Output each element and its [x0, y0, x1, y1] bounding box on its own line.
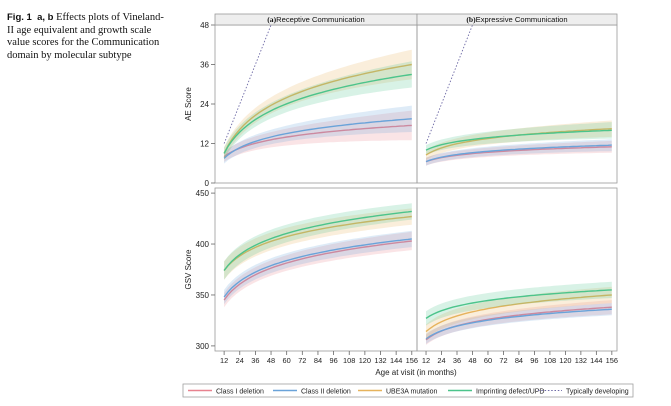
figure-caption-text: Effects plots of Vineland-II age equival…	[7, 12, 164, 61]
x-tick-label: 156	[406, 356, 418, 365]
panel-header	[416, 13, 618, 26]
confidence-band-imprinting-defect-upd	[224, 203, 412, 280]
confidence-band-class-i-deletion	[426, 300, 612, 345]
confidence-band-class-i-deletion	[224, 231, 412, 308]
x-axis-label: Age at visit (in months)	[375, 368, 457, 377]
x-tick-label: 36	[453, 356, 461, 365]
confidence-band-class-ii-deletion	[224, 105, 412, 164]
x-tick-label: 72	[499, 356, 507, 365]
legend-label-class-ii-deletion: Class II deletion	[301, 389, 351, 396]
x-tick-label: 108	[544, 356, 556, 365]
confidence-band-ube3a-mutation	[426, 286, 612, 339]
panel-title: (b)Expressive Communication	[466, 15, 567, 24]
y-tick-label: 0	[205, 179, 210, 188]
x-tick-label: 48	[267, 356, 275, 365]
x-tick-label: 84	[314, 356, 322, 365]
panel-letter: (a)	[267, 15, 276, 24]
x-tick-label: 24	[437, 356, 445, 365]
x-tick-label: 108	[343, 356, 355, 365]
confidence-band-class-ii-deletion	[224, 230, 412, 305]
x-tick-label: 72	[298, 356, 306, 365]
y-tick-label: 300	[196, 342, 210, 351]
confidence-band-ube3a-mutation	[426, 120, 612, 160]
x-tick-label: 12	[422, 356, 430, 365]
confidence-band-imprinting-defect-upd	[426, 122, 612, 155]
x-tick-label: 12	[220, 356, 228, 365]
panel-letter: (b)	[466, 15, 476, 24]
series-line-class-ii-deletion	[223, 238, 412, 298]
y-tick-label: 36	[200, 61, 209, 70]
legend-label-ube3a-mutation: UBE3A mutation	[386, 389, 437, 396]
y-tick-label: 350	[196, 291, 210, 300]
x-tick-label: 96	[329, 356, 337, 365]
panel-frame	[416, 187, 618, 352]
x-tick-label: 156	[606, 356, 618, 365]
x-tick-label: 96	[530, 356, 538, 365]
panel-title-text: Expressive Communication	[476, 15, 568, 24]
series-line-imprinting-defect-upd	[223, 210, 412, 271]
y-tick-label: 12	[200, 140, 209, 149]
legend-label-imprinting-defect-upd: Imprinting defect/UPD	[476, 389, 544, 396]
figure-parts: a, b	[37, 12, 54, 23]
confidence-band-ube3a-mutation	[224, 49, 412, 160]
figure-caption: Fig. 1 a, b Effects plots of Vineland-II…	[7, 12, 167, 62]
y-tick-label: 24	[200, 100, 209, 109]
x-tick-label: 24	[236, 356, 244, 365]
confidence-band-class-ii-deletion	[426, 303, 612, 344]
x-tick-label: 144	[590, 356, 602, 365]
series-line-class-i-deletion	[223, 124, 412, 158]
series-line-imprinting-defect-upd	[425, 129, 612, 151]
x-tick-label: 84	[515, 356, 523, 365]
x-tick-label: 144	[390, 356, 402, 365]
panel-title: (a)Receptive Communication	[267, 15, 365, 24]
x-tick-label: 36	[251, 356, 259, 365]
y-tick-label: 400	[196, 240, 210, 249]
x-tick-label: 60	[283, 356, 291, 365]
x-tick-label: 120	[359, 356, 371, 365]
y-axis-label: GSV Score	[184, 249, 193, 290]
panel-frame	[214, 24, 418, 184]
series-line-ube3a-mutation	[425, 294, 612, 333]
legend-label-class-i-deletion: Class I deletion	[216, 389, 264, 396]
confidence-band-imprinting-defect-upd	[224, 61, 412, 160]
y-tick-label: 48	[200, 21, 209, 30]
figure-label: Fig. 1	[7, 12, 32, 23]
x-tick-label: 132	[575, 356, 587, 365]
legend-label-typically-developing: Typically developing	[566, 389, 629, 396]
x-tick-label: 120	[559, 356, 571, 365]
series-line-ube3a-mutation	[223, 63, 412, 154]
series-line-class-ii-deletion	[425, 144, 612, 163]
x-tick-label: 132	[374, 356, 386, 365]
series-line-class-ii-deletion	[223, 118, 412, 159]
confidence-band-class-ii-deletion	[426, 139, 612, 166]
y-tick-label: 450	[196, 189, 210, 198]
y-axis-label: AE Score	[184, 87, 193, 121]
x-tick-label: 48	[468, 356, 476, 365]
reference-line-typically-developing	[223, 25, 272, 144]
legend-box	[182, 383, 634, 398]
series-line-class-i-deletion	[223, 240, 412, 301]
panel-title-text: Receptive Communication	[276, 15, 365, 24]
series-line-imprinting-defect-upd	[425, 289, 612, 319]
x-tick-label: 60	[484, 356, 492, 365]
series-line-ube3a-mutation	[223, 215, 412, 271]
confidence-band-ube3a-mutation	[224, 208, 412, 280]
series-line-class-ii-deletion	[425, 308, 612, 340]
reference-line-typically-developing	[425, 25, 473, 144]
series-line-imprinting-defect-upd	[223, 73, 412, 154]
